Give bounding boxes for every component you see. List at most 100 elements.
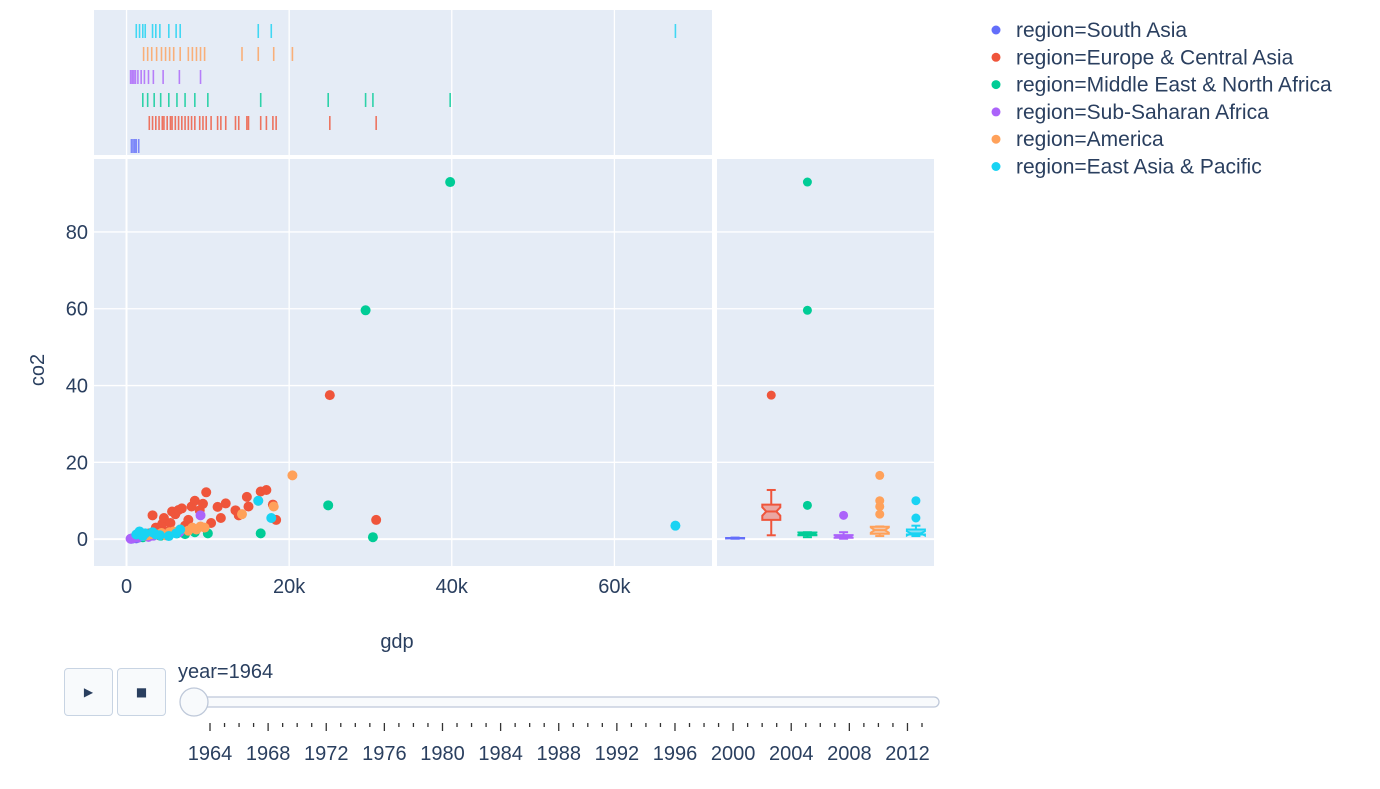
legend-marker [991, 52, 1001, 62]
slider-tick-label: 1984 [478, 743, 523, 765]
slider-tick-label: 1980 [420, 743, 465, 765]
y-tick-label: 40 [66, 376, 88, 398]
scatter-point [236, 509, 247, 520]
y-tick-label: 0 [77, 529, 88, 551]
year-slider[interactable]: 1964 1968 1972 1976 1980 1984 1988 1992 1996 2000… [179, 687, 940, 765]
y-tick-label: 80 [66, 222, 88, 244]
legend-label: region=America [1016, 128, 1164, 151]
scatter-point [147, 510, 158, 521]
x-tick-label: 60k [598, 576, 631, 598]
scatter-point [670, 520, 681, 531]
x-tick-label: 0 [121, 576, 132, 598]
slider-tick-label: 1992 [595, 743, 640, 765]
legend[interactable]: region=South Asia region=Europe & Central… [991, 19, 1333, 179]
legend-label: region=East Asia & Pacific [1016, 156, 1262, 179]
legend-marker [991, 25, 1001, 35]
scatter-point [367, 532, 378, 543]
box-5 [905, 496, 926, 538]
slider-tick-label: 1968 [246, 743, 291, 765]
play-icon: ▶ [83, 685, 94, 699]
legend-marker [991, 107, 1001, 117]
scatter-point [323, 500, 334, 511]
x-tick-label: 20k [273, 576, 306, 598]
slider-handle[interactable] [179, 687, 209, 717]
scatter-point [324, 390, 335, 401]
scatter-point [255, 528, 266, 539]
scatter-point [183, 514, 194, 525]
legend-item[interactable]: region=Sub-Saharan Africa [991, 101, 1270, 124]
scatter-point [261, 484, 272, 495]
box-outlier [766, 390, 776, 400]
scatter-point [154, 530, 165, 541]
scatter-point [189, 495, 200, 506]
y-tick-label: 20 [66, 452, 88, 474]
scatter-point [268, 501, 279, 512]
scatter-point [220, 498, 231, 509]
scatter-point [212, 501, 223, 512]
scatter-panel [94, 159, 712, 566]
slider-tick-label: 1988 [536, 743, 581, 765]
slider-tick-label: 1964 [188, 743, 233, 765]
play-button[interactable]: ▶ [64, 668, 113, 716]
scatter-point [241, 491, 252, 502]
scatter-point [197, 498, 208, 509]
y-axis-title: co2 [27, 354, 49, 386]
scatter-point [175, 524, 186, 535]
slider-tick-label: 2012 [885, 743, 930, 765]
scatter-point [165, 517, 176, 528]
rug-background [94, 10, 712, 155]
box-outlier [911, 513, 921, 523]
box-panel [717, 159, 934, 566]
scatter-point [266, 513, 277, 524]
stop-icon: ■ [135, 685, 148, 699]
legend-item[interactable]: region=Middle East & North Africa [991, 74, 1333, 97]
slider-tick-label: 2004 [769, 743, 814, 765]
scatter-point [176, 503, 187, 514]
slider-tick-label: 1996 [653, 743, 698, 765]
scatter-point [287, 470, 298, 481]
box-outlier [802, 177, 812, 187]
slider-tick-label: 1972 [304, 743, 349, 765]
scatter-point [215, 513, 226, 524]
legend-label: region=Europe & Central Asia [1016, 46, 1294, 69]
legend-label: region=South Asia [1016, 19, 1187, 42]
box-3 [833, 510, 854, 540]
box-background [717, 159, 934, 566]
box-2 [797, 177, 818, 539]
x-tick-label: 40k [436, 576, 469, 598]
scatter-point [371, 514, 382, 525]
legend-item[interactable]: region=America [991, 128, 1164, 151]
box-outlier [911, 496, 921, 506]
rug-panel [94, 10, 712, 155]
legend-item[interactable]: region=South Asia [991, 19, 1188, 42]
legend-label: region=Middle East & North Africa [1016, 74, 1332, 97]
box-outlier [839, 510, 849, 520]
scatter-point [253, 495, 264, 506]
stop-button[interactable]: ■ [117, 668, 166, 716]
legend-marker [991, 162, 1001, 171]
box-outlier [875, 509, 885, 519]
slider-tick-label: 1976 [362, 743, 407, 765]
scatter-point [140, 528, 151, 539]
scatter-point [201, 487, 212, 498]
x-axis-title: gdp [380, 631, 413, 653]
y-tick-label: 60 [66, 299, 88, 321]
scatter-point [195, 510, 206, 521]
slider-rail[interactable] [181, 696, 940, 708]
box-outlier [802, 500, 812, 510]
legend-marker [991, 80, 1001, 90]
box-outlier [875, 470, 885, 480]
slider-tick-label: 2008 [827, 743, 872, 765]
scatter-point [243, 501, 254, 512]
legend-item[interactable]: region=East Asia & Pacific [991, 156, 1262, 179]
legend-item[interactable]: region=Europe & Central Asia [991, 46, 1294, 69]
scatter-point [445, 177, 456, 188]
box-0 [725, 536, 746, 540]
box-outlier [875, 501, 885, 511]
slider-tick-label: 2000 [711, 743, 756, 765]
box-outlier [802, 305, 812, 315]
box-4 [869, 470, 890, 538]
plot-background [94, 159, 712, 566]
legend-label: region=Sub-Saharan Africa [1016, 101, 1269, 124]
